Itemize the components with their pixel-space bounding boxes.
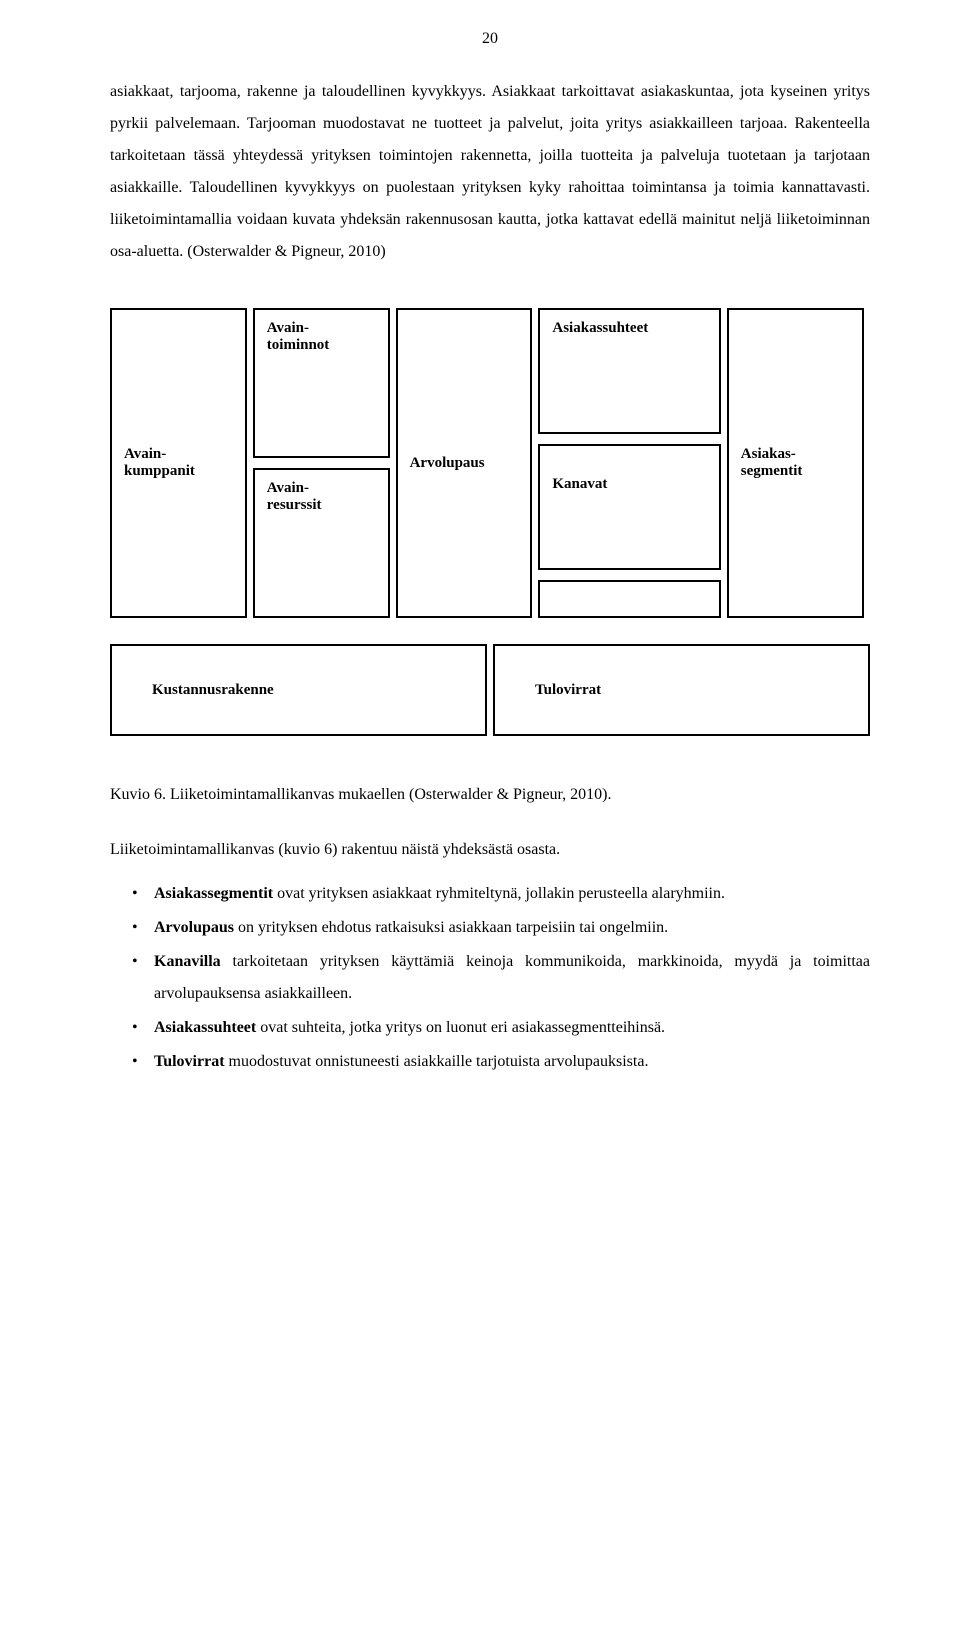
page: 20 asiakkaat, tarjooma, rakenne ja talou…: [0, 0, 960, 1140]
bullet-rest: on yrityksen ehdotus ratkaisuksi asiakka…: [234, 919, 668, 936]
col-relations-channels: Asiakassuhteet Kanavat: [538, 308, 720, 618]
bullet-rest: muodostuvat onnistuneesti asiakkaille ta…: [225, 1053, 649, 1070]
label-customer-segments: Asiakas- segmentit: [741, 446, 803, 480]
label-customer-relations: Asiakassuhteet: [552, 320, 648, 336]
list-item: •Asiakassegmentit ovat yrityksen asiakka…: [110, 878, 870, 910]
bullet-bold: Tulovirrat: [154, 1053, 225, 1070]
list-item: •Kanavilla tarkoitetaan yrityksen käyttä…: [110, 946, 870, 1010]
bullet-rest: ovat yrityksen asiakkaat ryhmiteltynä, j…: [273, 885, 725, 902]
bullet-rest: tarkoitetaan yrityksen käyttämiä keinoja…: [154, 953, 870, 1002]
label-key-activities: Avain- toiminnot: [267, 320, 330, 353]
list-item: •Tulovirrat muodostuvat onnistuneesti as…: [110, 1046, 870, 1078]
bullet-list: •Asiakassegmentit ovat yrityksen asiakka…: [110, 878, 870, 1078]
block-channels: Kanavat: [538, 444, 720, 570]
block-key-partners: Avain- kumppanit: [110, 308, 247, 618]
col-value: Arvolupaus: [396, 308, 533, 618]
block-cost-structure: Kustannusrakenne: [110, 644, 487, 736]
block-customer-segments: Asiakas- segmentit: [727, 308, 864, 618]
label-channels: Kanavat: [552, 476, 607, 493]
col-activities-resources: Avain- toiminnot Avain- resurssit: [253, 308, 390, 618]
block-key-resources: Avain- resurssit: [253, 468, 390, 618]
bullet-bold: Asiakassuhteet: [154, 1019, 256, 1036]
block-empty: [538, 580, 720, 618]
col-partners: Avain- kumppanit: [110, 308, 247, 618]
figure-caption: Kuvio 6. Liiketoimintamallikanvas mukael…: [110, 786, 870, 804]
bullet-rest: ovat suhteita, jotka yritys on luonut er…: [256, 1019, 665, 1036]
block-value-proposition: Arvolupaus: [396, 308, 533, 618]
col-segments: Asiakas- segmentit: [727, 308, 864, 618]
canvas-top-row: Avain- kumppanit Avain- toiminnot Avain-…: [110, 308, 870, 618]
canvas-bottom-row: Kustannusrakenne Tulovirrat: [110, 644, 870, 736]
label-value-proposition: Arvolupaus: [410, 455, 485, 472]
list-item: •Arvolupaus on yrityksen ehdotus ratkais…: [110, 912, 870, 944]
list-item: •Asiakassuhteet ovat suhteita, jotka yri…: [110, 1012, 870, 1044]
label-key-resources: Avain- resurssit: [267, 480, 322, 513]
block-revenue-streams: Tulovirrat: [493, 644, 870, 736]
bullet-bold: Arvolupaus: [154, 919, 234, 936]
page-number: 20: [110, 30, 870, 48]
block-customer-relations: Asiakassuhteet: [538, 308, 720, 434]
list-intro: Liiketoimintamallikanvas (kuvio 6) raken…: [110, 834, 870, 866]
body-paragraph: asiakkaat, tarjooma, rakenne ja taloudel…: [110, 76, 870, 268]
label-cost-structure: Kustannusrakenne: [152, 682, 274, 699]
block-key-activities: Avain- toiminnot: [253, 308, 390, 458]
label-revenue-streams: Tulovirrat: [535, 682, 601, 699]
business-model-canvas: Avain- kumppanit Avain- toiminnot Avain-…: [110, 308, 870, 736]
bullet-bold: Asiakassegmentit: [154, 885, 273, 902]
bullet-bold: Kanavilla: [154, 953, 221, 970]
label-key-partners: Avain- kumppanit: [124, 446, 195, 480]
